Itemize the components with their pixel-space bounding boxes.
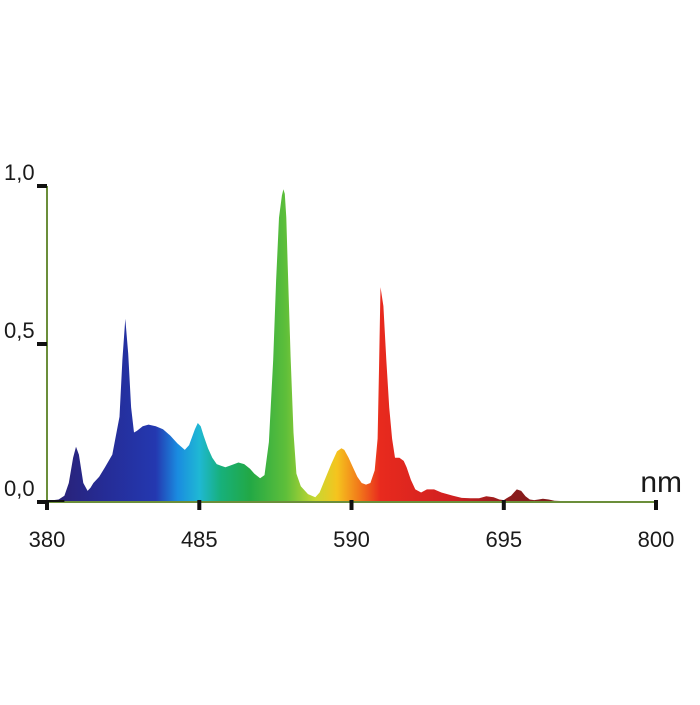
y-tick-label: 0,0 <box>4 476 35 501</box>
x-tick-mark <box>45 500 49 510</box>
y-tick-mark <box>37 342 47 346</box>
x-axis-unit-label: nm <box>640 466 682 499</box>
x-tick-label: 695 <box>485 527 522 552</box>
x-tick-mark <box>197 500 202 510</box>
y-tick-mark <box>37 500 47 504</box>
x-tick-mark <box>654 500 658 510</box>
y-tick-mark <box>37 184 47 188</box>
x-tick-mark <box>349 500 354 510</box>
x-tick-label: 590 <box>333 527 370 552</box>
x-tick-mark <box>501 500 506 510</box>
spectrum-area <box>47 189 656 502</box>
x-tick-label: 380 <box>29 527 66 552</box>
x-tick-label: 800 <box>638 527 675 552</box>
x-tick-label: 485 <box>181 527 218 552</box>
x-axis-ticks: 380 485 590 695 800 <box>29 500 675 552</box>
y-tick-label: 1,0 <box>4 160 35 185</box>
y-tick-label: 0,5 <box>4 318 35 343</box>
y-axis-ticks: 0,0 0,5 1,0 <box>4 160 47 504</box>
